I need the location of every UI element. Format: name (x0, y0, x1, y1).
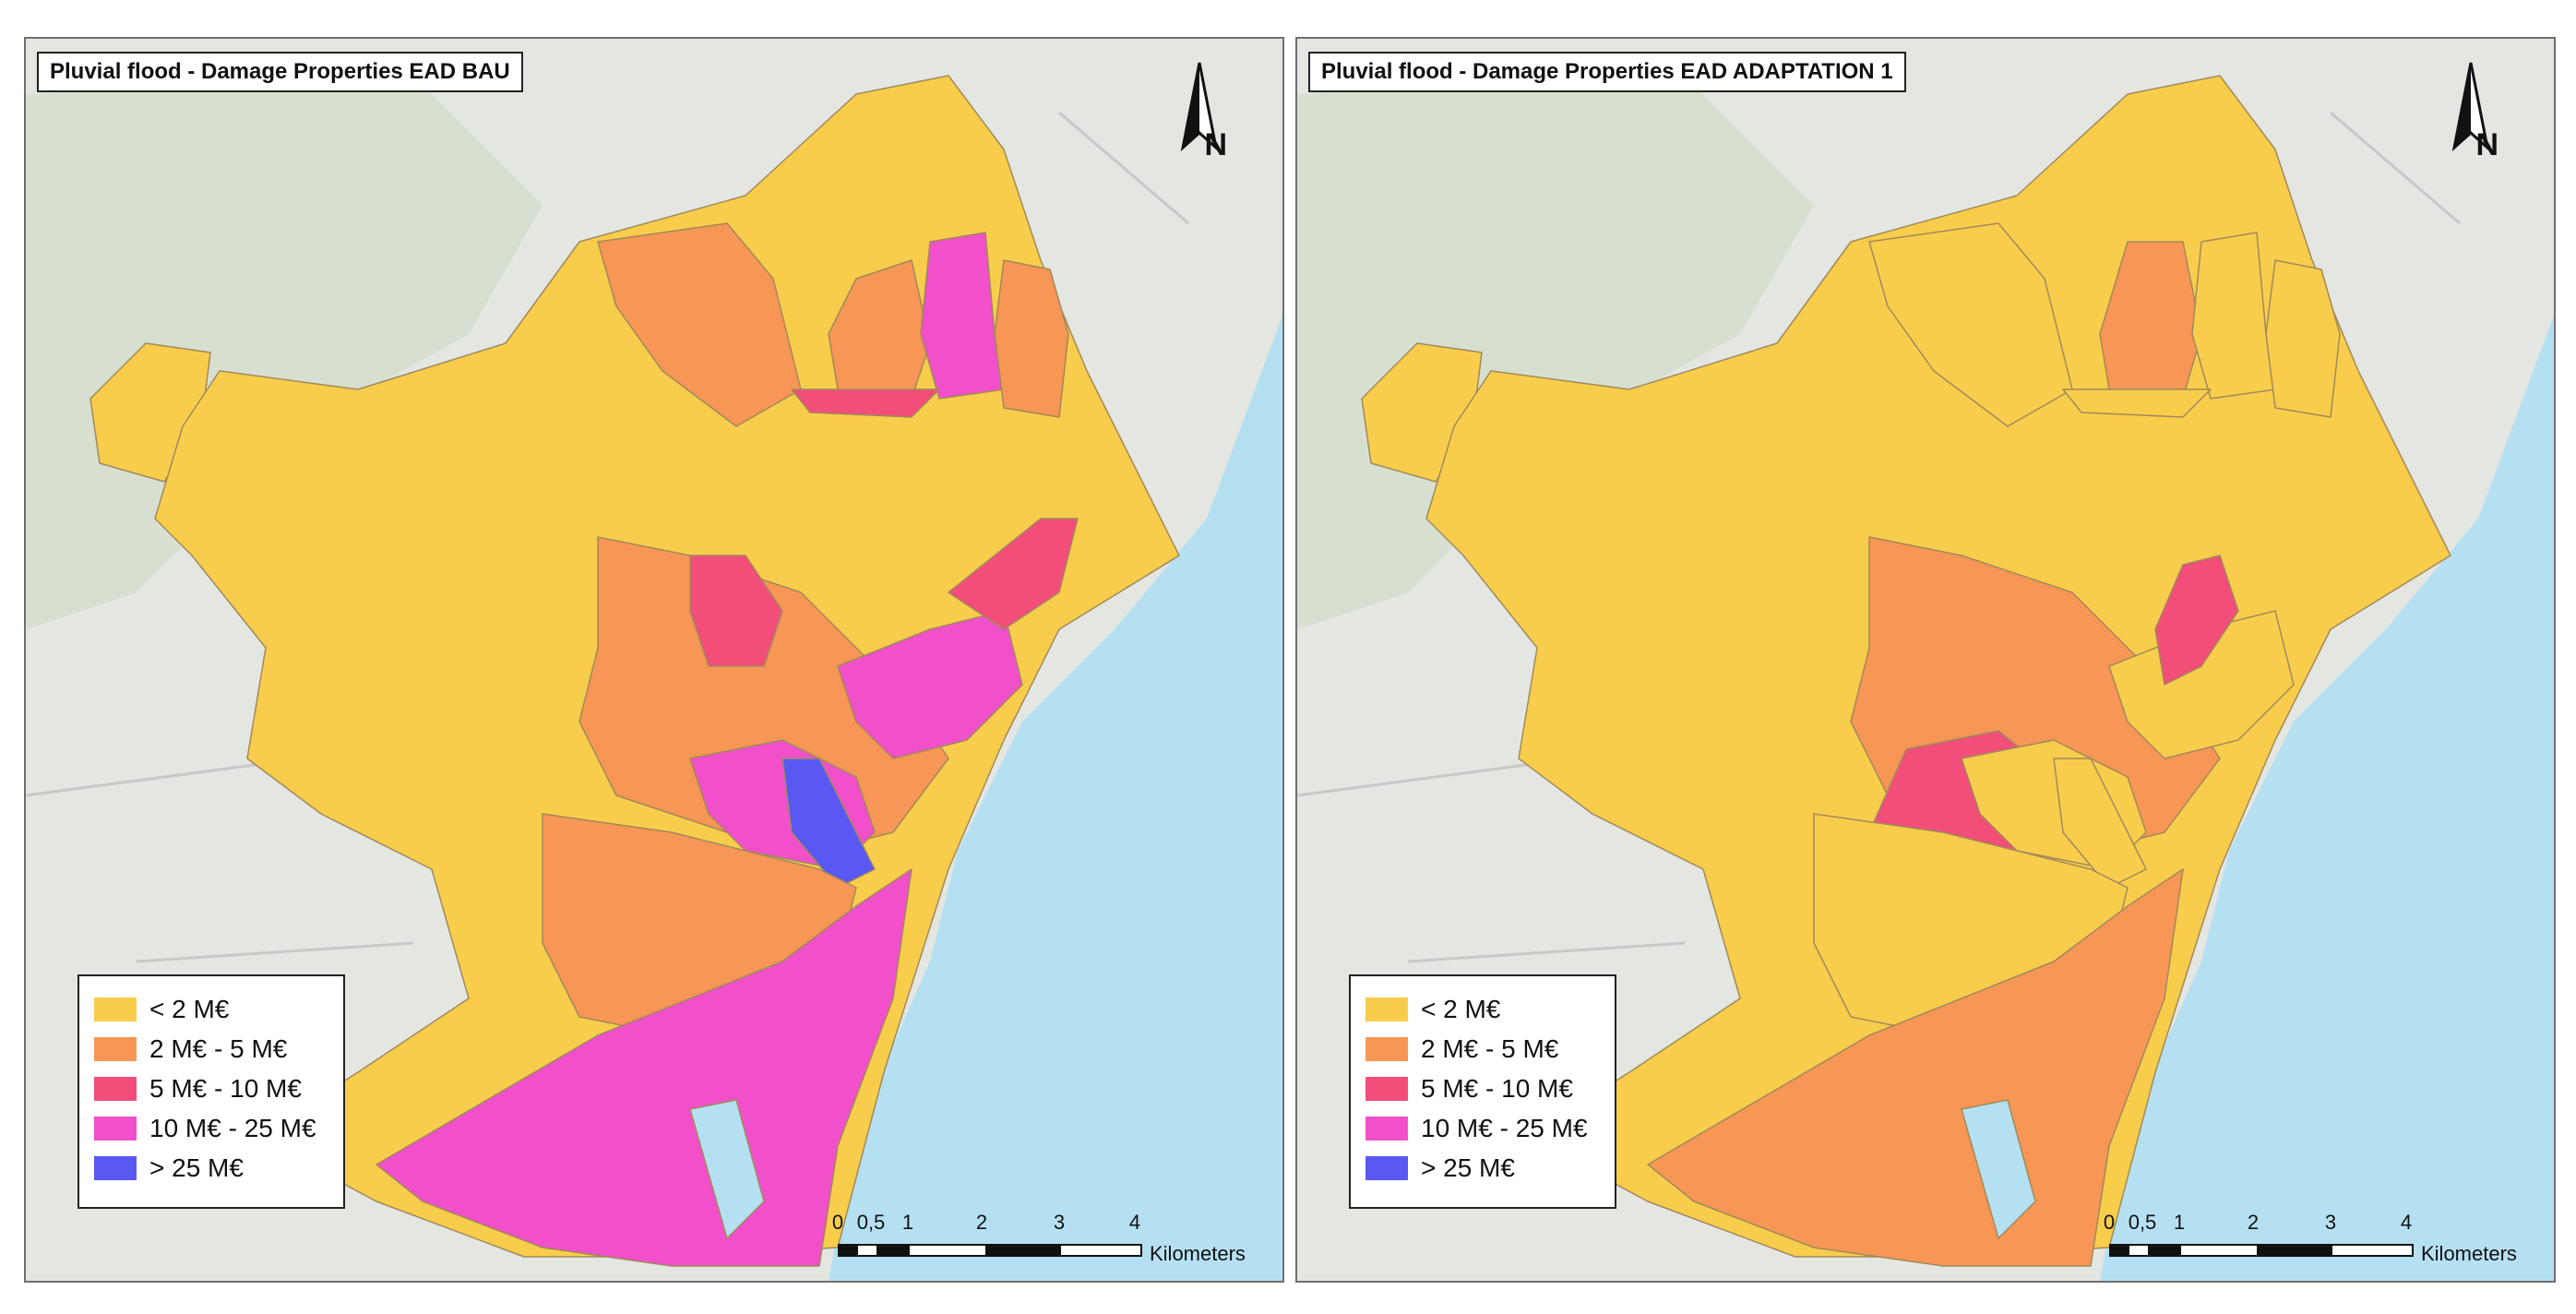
legend-swatch (94, 1116, 137, 1141)
district-east-orange (2265, 259, 2341, 418)
legend-item: 2 M€ - 5 M€ (94, 1029, 328, 1069)
scale-unit: Kilometers (2421, 1242, 2517, 1265)
legend-swatch (94, 1076, 137, 1101)
districts (89, 75, 1180, 1267)
legend-label: 2 M€ - 5 M€ (1421, 1033, 1559, 1063)
legend-swatch (1366, 997, 1408, 1021)
scale-tick-label: 2 (2247, 1211, 2260, 1234)
legend-swatch (1366, 1116, 1408, 1141)
legend-label: 5 M€ - 10 M€ (1421, 1073, 1573, 1103)
scale-tick-label: 3 (1053, 1211, 1066, 1234)
legend-swatch (94, 1155, 137, 1180)
legend-item: 5 M€ - 10 M€ (94, 1069, 328, 1108)
map-panel-adaptation: Pluvial flood - Damage Properties EAD AD… (1295, 37, 2556, 1283)
scale-tick-label: 0,5 (2128, 1211, 2157, 1234)
scale-tick-label: 1 (2173, 1211, 2186, 1234)
north-label: N (1204, 127, 1227, 162)
map-title: Pluvial flood - Damage Properties EAD AD… (1308, 52, 1906, 92)
basemap (1297, 39, 2554, 1281)
map-panel-bau: Pluvial flood - Damage Properties EAD BA… (24, 37, 1284, 1283)
district-east-orange (994, 259, 1069, 418)
scale-strip (838, 1244, 1142, 1257)
legend-swatch (1366, 1155, 1408, 1180)
legend-label: < 2 M€ (149, 994, 230, 1023)
basemap (26, 39, 1282, 1281)
legend-label: > 25 M€ (149, 1153, 244, 1182)
sea (829, 316, 1282, 1281)
district-north-strip (791, 388, 940, 418)
sea (2100, 316, 2554, 1281)
scale-tick-label: 0,5 (856, 1211, 886, 1234)
legend-swatch (94, 1036, 137, 1061)
legend-swatch (94, 997, 137, 1021)
scale-tick-label: 4 (2400, 1211, 2413, 1234)
scale-unit: Kilometers (1150, 1242, 1246, 1265)
scale-bar: 0 0,5 1 2 3 4 Kilometers (2104, 1211, 2534, 1275)
scale-tick-label: 4 (1128, 1211, 1141, 1234)
legend: < 2 M€ 2 M€ - 5 M€ 5 M€ - 10 M€ 10 M€ - … (1349, 974, 1616, 1209)
scale-tick-label: 1 (901, 1211, 914, 1234)
district-port (1647, 868, 2184, 1267)
district-center-pink (837, 610, 1023, 759)
legend-label: 2 M€ - 5 M€ (149, 1033, 288, 1063)
scale-tick-label: 0 (831, 1211, 844, 1234)
legend-item: 5 M€ - 10 M€ (1366, 1069, 1600, 1108)
legend-item: 2 M€ - 5 M€ (1366, 1029, 1600, 1069)
legend-item: < 2 M€ (94, 989, 328, 1029)
scale-tick-label: 2 (975, 1211, 988, 1234)
legend-label: < 2 M€ (1421, 994, 1501, 1023)
scale-ticks: 0 0,5 1 2 3 4 (2104, 1211, 2414, 1238)
scale-strip (2109, 1244, 2414, 1257)
legend-swatch (1366, 1036, 1408, 1061)
north-arrow-icon (1180, 62, 1219, 152)
district-northwest (1868, 222, 2073, 427)
scale-tick-label: 0 (2103, 1211, 2116, 1234)
legend-label: 10 M€ - 25 M€ (149, 1113, 316, 1142)
scale-bar: 0 0,5 1 2 3 4 Kilometers (832, 1211, 1262, 1275)
legend-item: < 2 M€ (1366, 989, 1600, 1029)
districts (1361, 75, 2451, 1267)
district-center-red (689, 555, 783, 667)
district-north-strip (2062, 388, 2212, 418)
legend-swatch (1366, 1076, 1408, 1101)
hills-shading (26, 76, 543, 629)
scale-ticks: 0 0,5 1 2 3 4 (832, 1211, 1142, 1238)
legend-item: 10 M€ - 25 M€ (94, 1108, 328, 1148)
legend-label: 10 M€ - 25 M€ (1421, 1113, 1588, 1142)
map-title: Pluvial flood - Damage Properties EAD BA… (37, 52, 523, 92)
district-east-red (2154, 555, 2239, 686)
district-hotspot (781, 758, 876, 889)
district-port (376, 868, 912, 1267)
hills-shading (1297, 76, 1814, 629)
legend-label: > 25 M€ (1421, 1153, 1515, 1182)
legend-item: > 25 M€ (1366, 1148, 1600, 1188)
district-northwest (597, 222, 802, 427)
port-channel (689, 1099, 765, 1239)
north-label: N (2475, 127, 2498, 162)
district-east-red (948, 518, 1079, 630)
legend-item: > 25 M€ (94, 1148, 328, 1188)
legend: < 2 M€ 2 M€ - 5 M€ 5 M€ - 10 M€ 10 M€ - … (78, 974, 345, 1209)
district-hotspot (2053, 758, 2147, 889)
port-channel (1961, 1099, 2036, 1239)
scale-tick-label: 3 (2324, 1211, 2337, 1234)
legend-label: 5 M€ - 10 M€ (149, 1073, 302, 1103)
north-arrow-icon (2451, 62, 2490, 152)
legend-item: 10 M€ - 25 M€ (1366, 1108, 1600, 1148)
